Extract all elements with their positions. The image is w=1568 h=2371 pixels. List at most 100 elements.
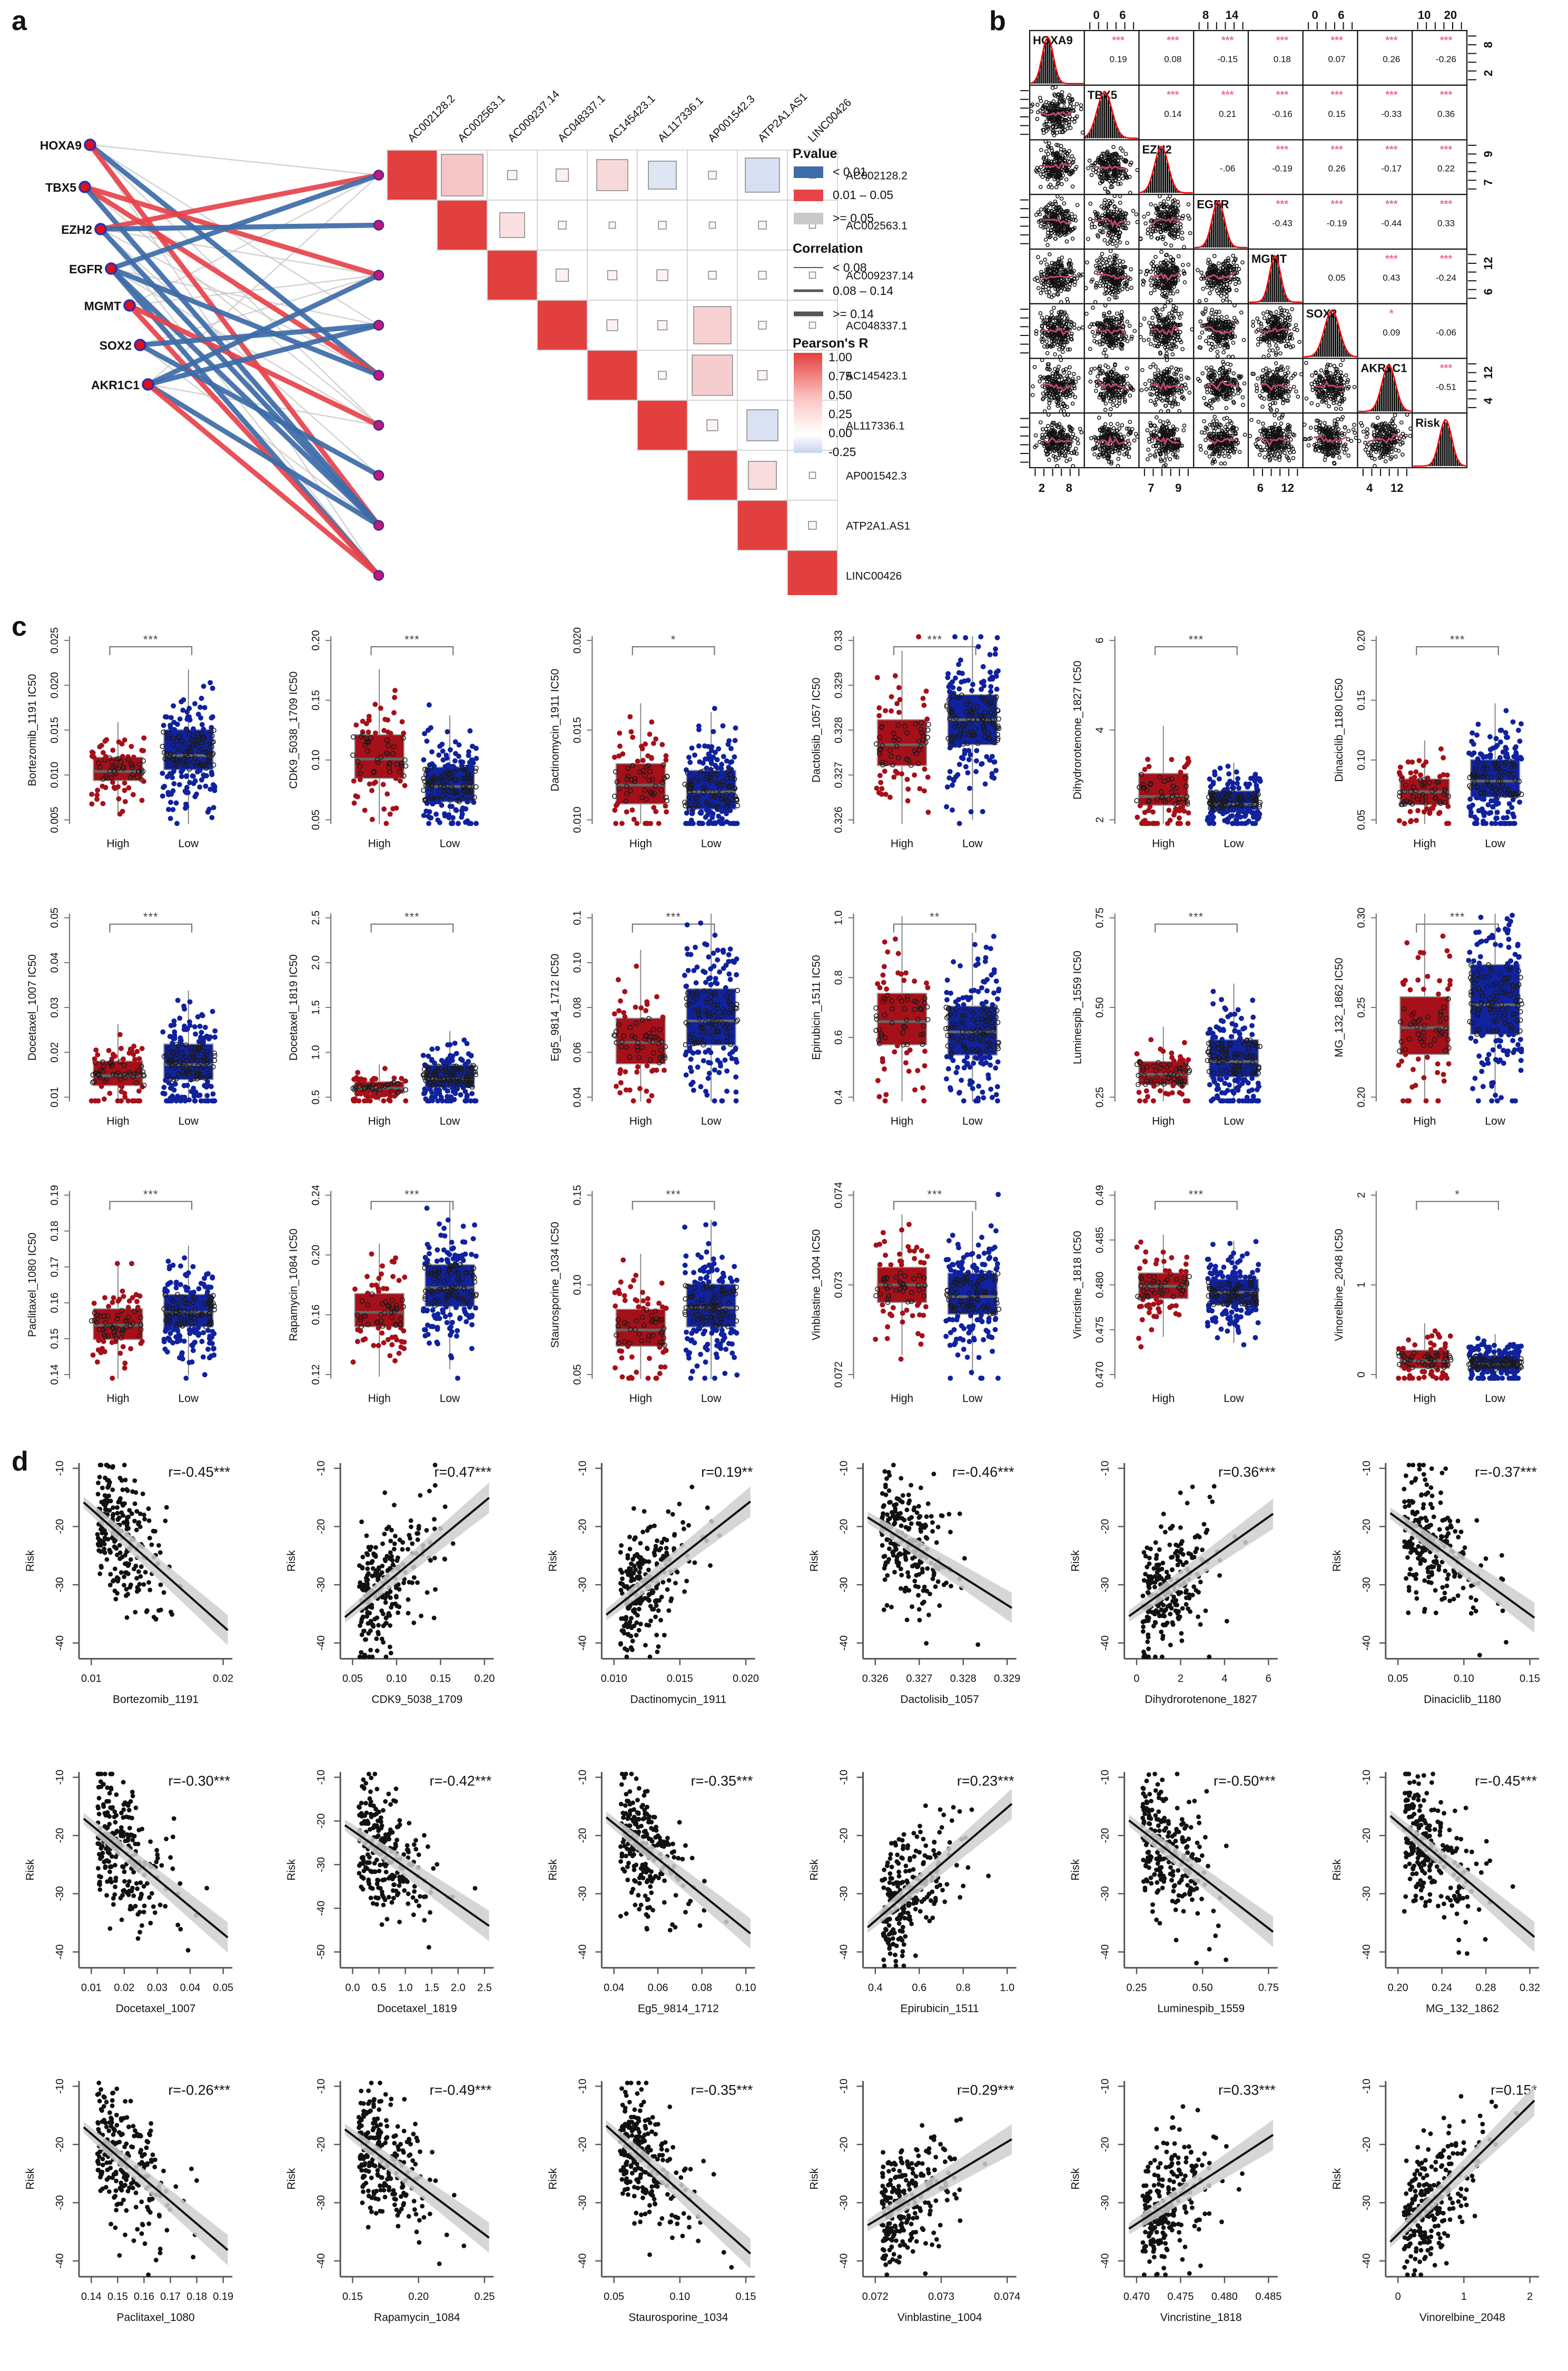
panel-b-scatter-point [1120,287,1125,292]
panel-b-scatter-point [1110,292,1115,297]
panel-b-correlation-value: -0.26 [1436,54,1456,64]
panel-b-scatter-point [1066,107,1071,112]
panel-b-scatter-point [1104,320,1109,325]
panel-b-scatter-point [1079,103,1083,107]
panel-b-cell [1412,194,1468,250]
network-lncrna-node [373,570,384,581]
panel-b-scatter-point [1056,205,1060,210]
panel-b-scatter-point [1109,316,1113,320]
legend-pearson-tick: 1.00 [829,350,852,364]
panel-b-scatter-point [1112,255,1117,260]
panel-b-scatter-point [1237,267,1241,271]
panel-b-density-curve [1249,254,1302,303]
network-gene-node [78,181,91,193]
matrix-row-label: AC145423.1 [846,370,908,382]
panel-b-top-tick: 0 [1311,8,1318,22]
legend-pvalue-label: 0.01 – 0.05 [833,188,893,202]
panel-b-scatter-point [1158,338,1162,342]
matrix-col-label: AC002128.2 [406,93,458,145]
panel-b-scatter-point [1123,175,1128,180]
panel-b-scatter-point [1069,332,1074,336]
panel-b-scatter-point [1169,208,1173,212]
panel-b-hist-bar [1248,302,1250,303]
panel-b-hist-bar [1206,238,1208,248]
panel-b-scatter-point [1225,282,1229,287]
legend-pearson-title: Pearson's R [793,336,869,351]
panel-b-scatter-point [1044,149,1049,154]
panel-letter-d: d [12,1446,28,1477]
panel-b-scatter-point [1064,107,1069,112]
panel-b-scatter-point [1065,287,1070,292]
panel-b-significance-stars: *** [1330,199,1343,210]
matrix-col-label: AC048337.1 [556,93,608,145]
panel-b-scatter-point [1106,154,1111,159]
panel-b-scatter-point [1059,182,1064,186]
panel-b-scatter-point [1182,280,1187,284]
matrix-value-square [808,271,816,279]
panel-b-loess-curve [1042,328,1071,337]
panel-b-scatter-point [1084,311,1089,316]
panel-b-scatter-point [1204,298,1208,302]
panel-b-scatter-point [1098,342,1102,347]
panel-b-right-tick: 12 [1482,257,1495,270]
legend-pearson-gradient [794,353,822,453]
panel-b-scatter-point [1046,271,1051,275]
panel-b-scatter-point [1058,268,1062,272]
panel-b-scatter-point [1049,282,1053,287]
panel-b-scatter-point [1127,175,1132,179]
panel-b-scatter-point [1103,325,1108,330]
panel-b-hist-bar [1172,184,1175,193]
panel-b-scatter-point [1173,228,1178,233]
panel-b-scatter-point [1064,177,1069,182]
panel-b-diagonal-label: SOX2 [1306,307,1337,320]
panel-b-scatter-point [1176,268,1181,273]
legend-pearson-tick: 0.25 [829,407,852,421]
panel-b-scatter-point [1100,180,1104,184]
network-gene-label: TBX5 [45,181,76,194]
panel-b-scatter-point [1103,214,1108,219]
panel-b-scatter-point [1226,264,1231,268]
panel-b-scatter-point [1063,270,1068,274]
panel-b-scatter-point [1066,117,1071,122]
panel-b-scatter-point [1120,266,1125,271]
panel-b-scatter-point [1152,343,1157,348]
panel-b-scatter-point [1163,345,1167,350]
network-lncrna-node [373,170,384,181]
panel-b-hist-bar [1227,236,1229,248]
panel-b-scatter-point [1040,315,1044,320]
panel-b-scatter-point [1060,212,1064,217]
panel-b-scatter-point [1115,341,1119,345]
panel-b-scatter-point [1049,230,1054,235]
panel-b-scatter-point [1098,222,1103,226]
panel-b-significance-stars: *** [1330,35,1343,46]
panel-b-scatter-point [1052,282,1057,287]
panel-b-hist-bar [1099,101,1101,139]
panel-b-scatter-point [1046,177,1050,182]
panel-b-scatter-point [1051,105,1056,110]
panel-b-scatter-point [1092,334,1097,339]
panel-b-hist-bar [1336,323,1339,357]
panel-b-scatter-point [1118,337,1122,341]
panel-b-scatter-point [1156,319,1161,323]
legend-pearson-tick: 0.75 [829,369,852,383]
panel-b-scatter-point [1059,261,1063,266]
matrix-value-square [745,157,780,193]
panel-b-scatter-point [1039,281,1044,285]
panel-b-right-tick: 9 [1482,151,1495,157]
panel-b-significance-stars: *** [1221,90,1234,101]
panel-b-scatter-point [1212,276,1217,280]
matrix-row-label: ATP2A1.AS1 [846,520,910,532]
panel-b-scatter-point [1172,330,1177,335]
panel-b-scatter-point [1160,289,1165,293]
panel-b-scatter-point [1109,209,1113,214]
panel-b-scatter-point [1113,324,1118,329]
panel-b-scatter-point [1217,338,1221,342]
panel-b-scatter-point [1167,334,1171,339]
panel-b-scatter-point [1207,322,1212,327]
panel-b-scatter-point [1062,158,1067,163]
panel-b-scatter-point [1120,171,1125,176]
panel-b-scatter-point [1108,338,1112,343]
panel-b-scatter-point [1226,288,1231,292]
panel-b-scatter-point [1066,156,1071,161]
panel-b-scatter-point [1172,309,1177,313]
